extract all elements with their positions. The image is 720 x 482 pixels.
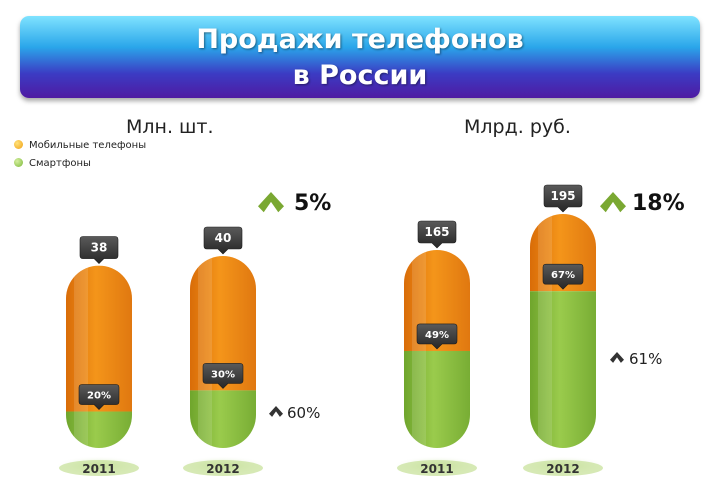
panel1-bar1-share-badge-box — [542, 263, 584, 290]
panel0-bar0-total-badge-box — [79, 236, 119, 265]
panel0-smart-growth-icon — [269, 406, 283, 417]
panel1-bar0-total-badge-box — [417, 220, 457, 249]
panel0-bar1-smart-segment — [190, 390, 256, 448]
panel1-smart-growth-icon — [610, 352, 624, 363]
panel0-bar0-base — [59, 460, 139, 476]
left-panel-title: Млн. шт. — [126, 116, 214, 138]
panel1-bar0-share-badge-box — [416, 323, 458, 350]
panel0-bar0-share-badge-text: 20% — [87, 391, 111, 402]
legend-swatch-mobile — [14, 140, 23, 149]
panel0-smart-growth-label: 60% — [287, 404, 320, 422]
legend-label-mobile: Мобильные телефоны — [29, 140, 147, 151]
panel1-bar0-total-badge: 165 — [417, 220, 457, 249]
panel1-bar0-base — [397, 460, 477, 476]
panel0-bar1-share-badge-box — [202, 363, 244, 389]
panel0-bar0-total-badge: 38 — [79, 236, 119, 265]
panel1-bar1-fill — [530, 214, 596, 448]
panel1-bar1-shine — [538, 214, 552, 448]
panel0-bar0-share-badge: 20% — [78, 384, 120, 410]
panel1-bar0-shine — [412, 250, 426, 448]
legend-item-mobile: Мобильные телефоны — [14, 140, 146, 151]
legend-label-smart: Смартфоны — [29, 158, 91, 169]
panel0-bar0-fill — [66, 265, 132, 448]
panel0-total-growth-label: 5% — [294, 191, 331, 216]
legend-swatch-smart — [14, 158, 23, 167]
panel1-bar1-smart-segment — [530, 291, 596, 448]
panel1-bar1-share-badge-text: 67% — [551, 270, 575, 281]
panel1-bar1-base — [523, 460, 603, 476]
panel0-bar1-share-badge: 30% — [202, 363, 244, 389]
panel0-bar1-fill — [190, 256, 256, 448]
panel0-bar0-shine — [74, 265, 88, 448]
panel0-total-growth-icon — [258, 192, 284, 213]
panel1-bar0-share-badge-text: 49% — [425, 330, 449, 341]
panel1-bar1-total-badge-box — [543, 184, 583, 213]
panel0-bar0-share-badge-box — [78, 384, 120, 410]
panel1-total-growth-icon — [600, 192, 626, 213]
panel1-smart-growth-label: 61% — [629, 350, 662, 368]
panel0-bar0-year-label: 2011 — [82, 462, 115, 476]
panel0-bar1-total-badge-text: 40 — [215, 231, 232, 245]
panel0-bar0-total-badge-text: 38 — [91, 241, 108, 255]
panel0-bar1-total-badge: 40 — [203, 226, 243, 255]
panel1-bar0-total-badge-text: 165 — [424, 225, 449, 239]
panel1-bar1-total-badge: 195 — [543, 184, 583, 213]
panel1-bar1-year-label: 2012 — [546, 462, 579, 476]
right-panel-title: Млрд. руб. — [464, 116, 571, 138]
panel0-bar1-year-label: 2012 — [206, 462, 239, 476]
panel1-bar0-share-badge: 49% — [416, 323, 458, 350]
panel1-bar1-total-badge-text: 195 — [550, 189, 575, 203]
title-line-2: в России — [292, 60, 428, 91]
panel1-total-growth-label: 18% — [632, 191, 685, 216]
title-banner: Продажи телефонов в России — [20, 16, 700, 98]
panel1-bar0-smart-segment — [404, 350, 470, 448]
panel1-bar1-share-badge: 67% — [542, 263, 584, 290]
panel0-bar1-shine — [198, 256, 212, 448]
panel1-bar0-fill — [404, 250, 470, 448]
panel0-bar1-share-badge-text: 30% — [211, 369, 235, 380]
legend-item-smart: Смартфоны — [14, 158, 91, 169]
panel1-bar0-year-label: 2011 — [420, 462, 453, 476]
panel0-bar1-base — [183, 460, 263, 476]
panel0-bar1-total-badge-box — [203, 226, 243, 255]
title-line-1: Продажи телефонов — [196, 24, 524, 55]
